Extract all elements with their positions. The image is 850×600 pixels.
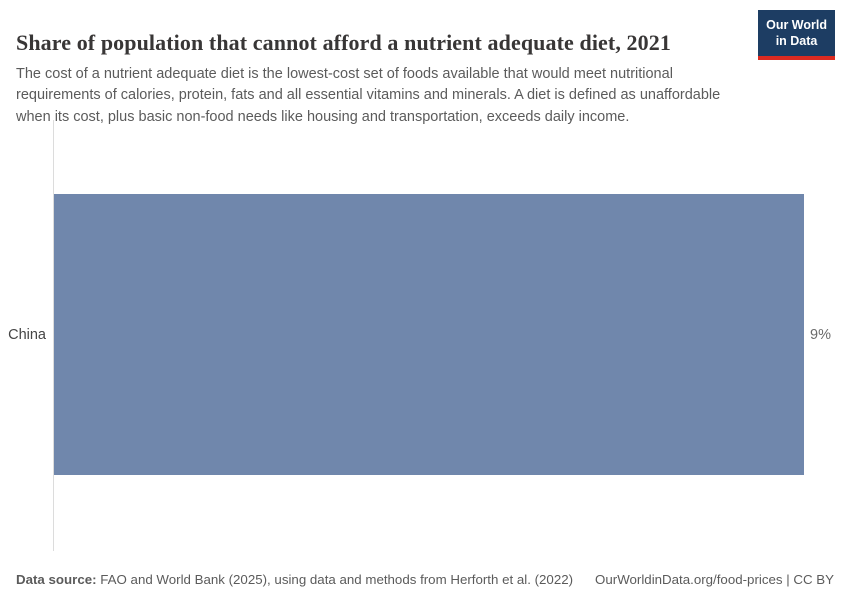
page-title: Share of population that cannot afford a… <box>16 29 671 55</box>
bar-value-label: 9% <box>810 326 831 343</box>
chart-footer: Data source: FAO and World Bank (2025), … <box>16 572 834 587</box>
owid-logo-line2: in Data <box>775 34 818 49</box>
data-source-label: Data source: <box>16 572 97 587</box>
bar-china[interactable] <box>54 194 804 475</box>
bar-entity-label: China <box>8 326 46 343</box>
attribution-link[interactable]: OurWorldinData.org/food-prices | CC BY <box>595 572 834 587</box>
data-source-text: FAO and World Bank (2025), using data an… <box>96 572 574 587</box>
owid-logo[interactable]: Our World in Data <box>758 10 835 60</box>
owid-logo-line1: Our World <box>766 18 827 32</box>
y-axis-line <box>53 120 54 551</box>
chart-subtitle: The cost of a nutrient adequate diet is … <box>16 65 721 125</box>
data-source-note: Data source: FAO and World Bank (2025), … <box>16 572 573 587</box>
